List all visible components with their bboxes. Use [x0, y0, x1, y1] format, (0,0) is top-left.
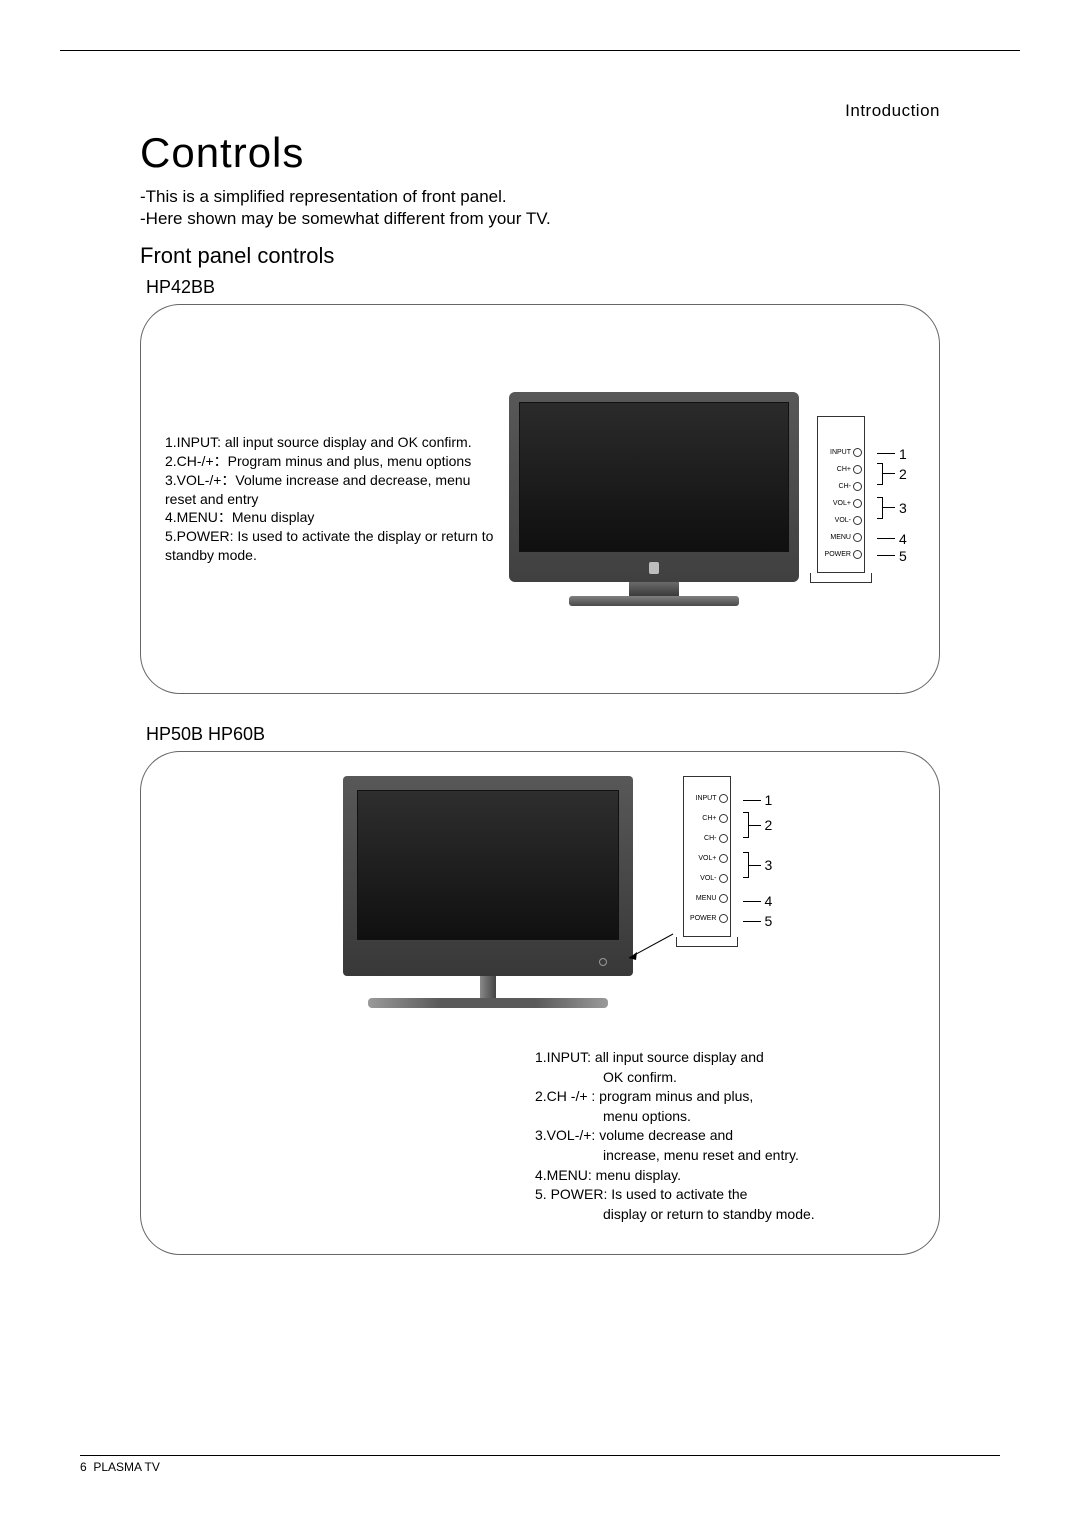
callout-5: 5 [895, 548, 907, 564]
front-panel-heading: Front panel controls [140, 243, 940, 269]
m2-desc-5a: 5. POWER: Is used to activate the [535, 1185, 875, 1205]
m1-desc-2: 2.CH-/+：Program minus and plus, menu opt… [165, 452, 495, 471]
btn-volplus: VOL+ [833, 500, 851, 507]
m2-desc-2a: 2.CH -/+ : program minus and plus, [535, 1087, 875, 1107]
page-content: Introduction Controls -This is a simplif… [60, 50, 1020, 1315]
m2-desc-2b: menu options. [535, 1107, 875, 1127]
pointer-arrow-icon [629, 928, 679, 968]
callout2-5: 5 [761, 913, 773, 929]
btn-input: INPUT [830, 449, 851, 456]
btn2-volminus: VOL- [700, 875, 716, 882]
callout-3: 3 [895, 500, 907, 516]
callout2-4: 4 [761, 893, 773, 909]
btn2-chplus: CH+ [702, 815, 716, 822]
btn2-input: INPUT [696, 795, 717, 802]
page-title: Controls [140, 129, 940, 177]
page-footer: 6 PLASMA TV [80, 1455, 1000, 1474]
model1-description: 1.INPUT: all input source display and OK… [165, 433, 495, 565]
btn-menu: MENU [830, 534, 851, 541]
m2-desc-1a: 1.INPUT: all input source display and [535, 1048, 875, 1068]
btn2-power: POWER [690, 915, 716, 922]
m1-desc-5: 5.POWER: Is used to activate the display… [165, 527, 495, 565]
btn-volminus: VOL- [835, 517, 851, 524]
tv1-illustration [509, 392, 799, 606]
model1-label: HP42BB [146, 277, 940, 298]
m1-desc-1: 1.INPUT: all input source display and OK… [165, 433, 495, 452]
btn2-chminus: CH- [704, 835, 716, 842]
tv2-illustration [343, 776, 633, 1008]
btn2-menu: MENU [696, 895, 717, 902]
m2-desc-5b: display or return to standby mode. [535, 1205, 875, 1225]
model2-label: HP50B HP60B [146, 724, 940, 745]
callout-1: 1 [895, 446, 907, 462]
callout-4: 4 [895, 531, 907, 547]
footer-label: PLASMA TV [93, 1460, 159, 1474]
btn2-volplus: VOL+ [698, 855, 716, 862]
m2-desc-1b: OK confirm. [535, 1068, 875, 1088]
model2-description: 1.INPUT: all input source display and OK… [535, 1048, 875, 1224]
callout-2: 2 [895, 466, 907, 482]
panel-box-1: 1.INPUT: all input source display and OK… [140, 304, 940, 694]
callout2-2: 2 [761, 817, 773, 833]
m2-desc-3a: 3.VOL-/+: volume decrease and [535, 1126, 875, 1146]
button-panel-1: INPUT CH+ CH- VOL+ VOL- MENU POWER 1 2 3… [817, 416, 872, 583]
panel-box-2: INPUT CH+ CH- VOL+ VOL- MENU POWER 1 2 3… [140, 751, 940, 1255]
section-label: Introduction [140, 101, 940, 121]
btn-chminus: CH- [839, 483, 851, 490]
page-number: 6 [80, 1460, 87, 1474]
subtitle-2: -Here shown may be somewhat different fr… [140, 209, 940, 229]
button-panel-2: INPUT CH+ CH- VOL+ VOL- MENU POWER 1 2 3… [683, 776, 738, 947]
btn-power: POWER [825, 551, 851, 558]
m2-desc-4: 4.MENU: menu display. [535, 1166, 875, 1186]
m2-desc-3b: increase, menu reset and entry. [535, 1146, 875, 1166]
m1-desc-3: 3.VOL-/+：Volume increase and decrease, m… [165, 471, 495, 509]
callout2-1: 1 [761, 792, 773, 808]
subtitle-1: -This is a simplified representation of … [140, 187, 940, 207]
callout2-3: 3 [761, 857, 773, 873]
m1-desc-4: 4.MENU：Menu display [165, 508, 495, 527]
btn-chplus: CH+ [837, 466, 851, 473]
